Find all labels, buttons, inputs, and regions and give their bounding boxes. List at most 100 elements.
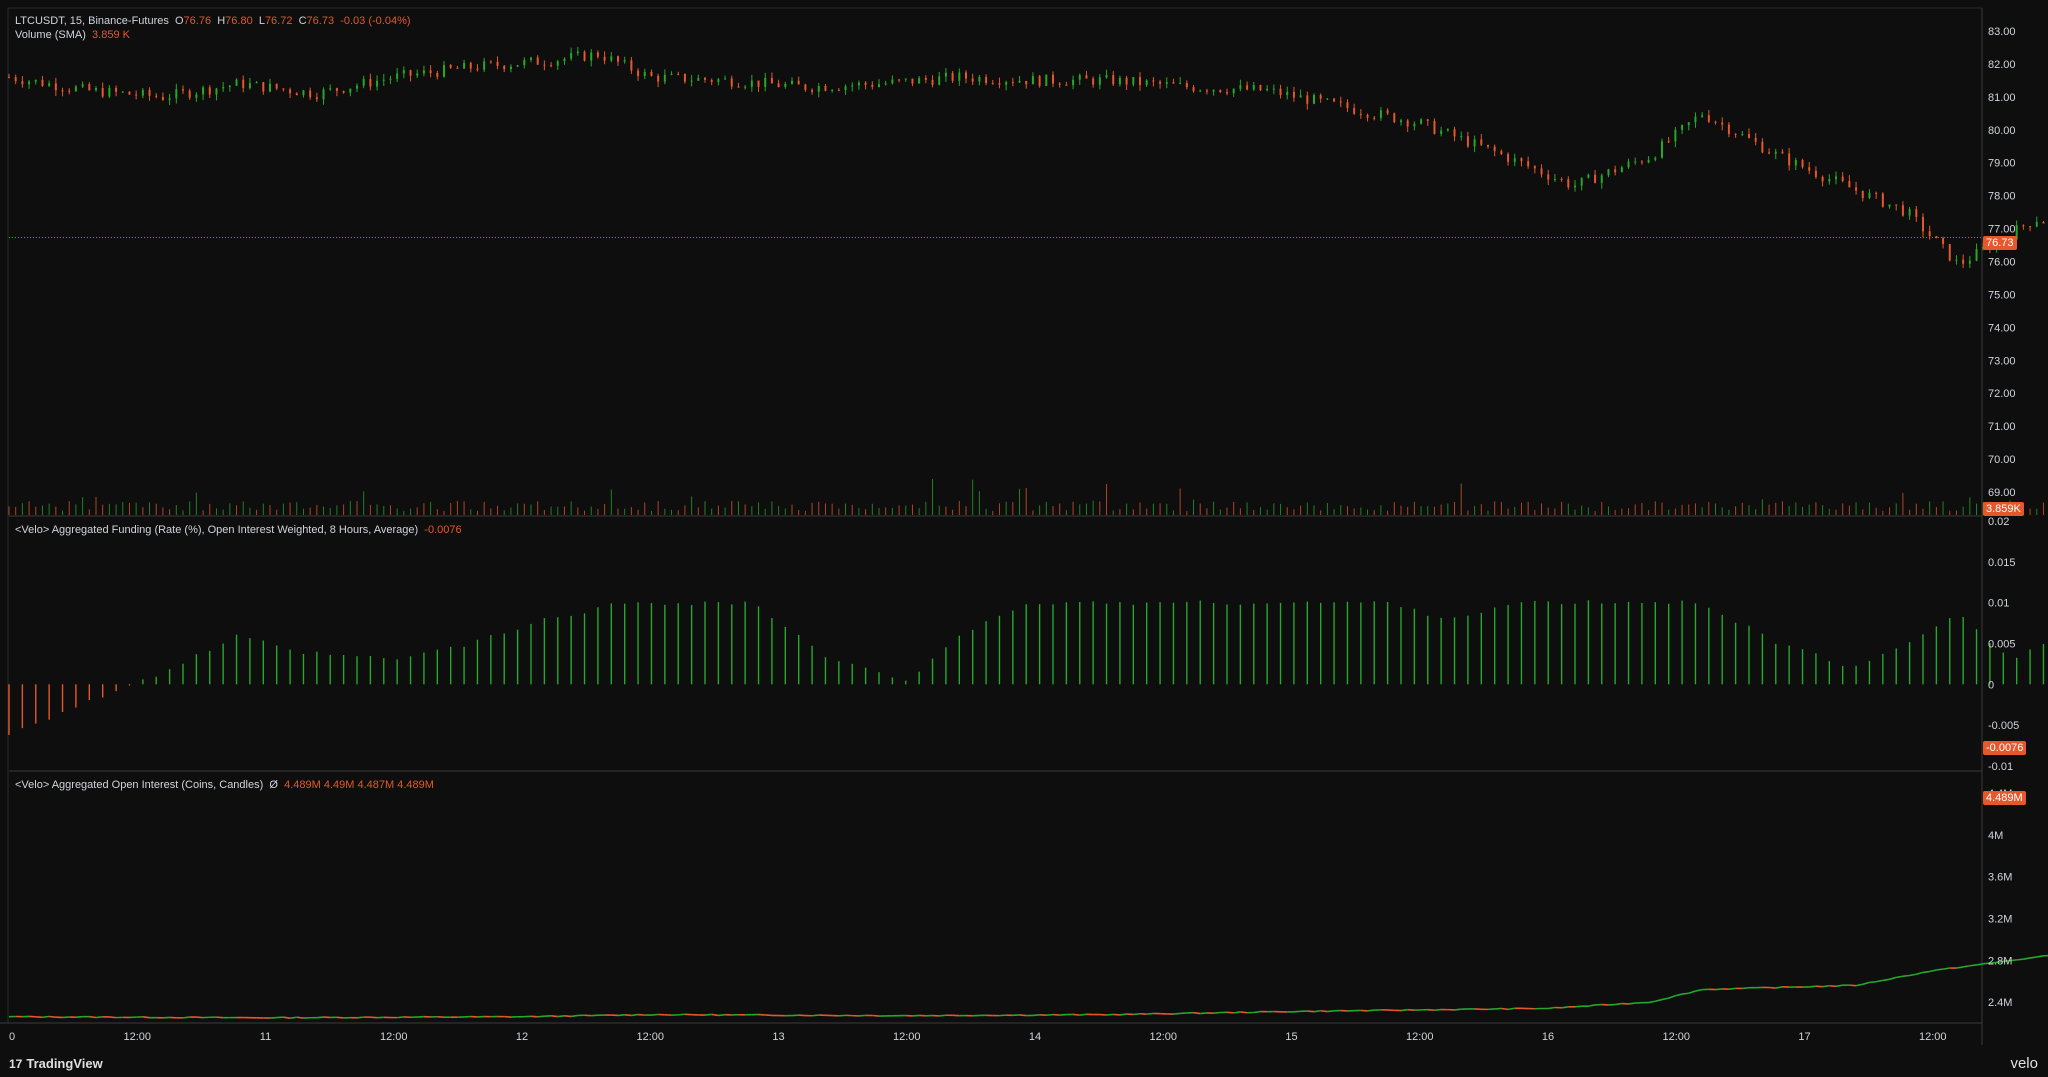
candle-body bbox=[148, 89, 151, 96]
volume-pane bbox=[8, 478, 2044, 515]
oi-segment bbox=[1822, 984, 1830, 988]
oi-tick-label: 4M bbox=[1988, 830, 2003, 842]
oi-segment bbox=[1775, 986, 1783, 989]
oi-segment bbox=[704, 1013, 712, 1016]
candle-body bbox=[1259, 85, 1262, 91]
candle-body bbox=[985, 77, 988, 84]
candle-body bbox=[1667, 141, 1670, 143]
candle-body bbox=[1761, 141, 1764, 153]
oi-segment bbox=[557, 1015, 565, 1018]
oi-segment bbox=[1233, 1011, 1241, 1014]
oi-segment bbox=[1400, 1008, 1408, 1012]
oi-segment bbox=[1507, 1007, 1515, 1011]
candle-body bbox=[1681, 125, 1684, 130]
candle-body bbox=[1393, 113, 1396, 123]
oi-segment bbox=[1855, 983, 1863, 987]
oi-segment bbox=[1936, 968, 1944, 971]
candle-body bbox=[1399, 120, 1402, 123]
oi-segment bbox=[1193, 1011, 1201, 1015]
candle-body bbox=[1875, 192, 1878, 194]
oi-segment bbox=[1829, 984, 1837, 988]
candle-body bbox=[108, 87, 111, 97]
candle-body bbox=[1640, 161, 1643, 163]
candle-body bbox=[978, 77, 981, 82]
candle-body bbox=[2029, 226, 2032, 228]
volume-label: Volume (SMA) bbox=[15, 29, 86, 41]
price-tick-label: 83.00 bbox=[1988, 26, 2016, 38]
oi-segment bbox=[1809, 985, 1817, 988]
candle-body bbox=[1480, 139, 1483, 145]
candle-body bbox=[1942, 238, 1945, 245]
candle-body bbox=[135, 94, 138, 96]
candle-body bbox=[1654, 157, 1657, 160]
change-value: -0.03 (-0.04%) bbox=[340, 15, 411, 27]
candle-body bbox=[416, 73, 419, 76]
candle-body bbox=[1527, 161, 1530, 167]
oi-segment bbox=[1367, 1009, 1375, 1012]
candle-body bbox=[335, 88, 338, 91]
close-value: 76.73 bbox=[306, 15, 335, 27]
candle-body bbox=[1232, 88, 1235, 94]
candle-body bbox=[355, 85, 358, 89]
candle-body bbox=[1727, 124, 1730, 135]
candle-body bbox=[1741, 134, 1744, 136]
candle-body bbox=[1306, 95, 1309, 104]
candle-body bbox=[1814, 170, 1817, 177]
funding-tick-label: 0.02 bbox=[1988, 516, 2009, 528]
candle-body bbox=[476, 68, 479, 70]
candle-body bbox=[811, 89, 814, 92]
candle-body bbox=[1346, 102, 1349, 109]
candle-body bbox=[1614, 169, 1617, 173]
candle-body bbox=[797, 80, 800, 85]
oi-segment bbox=[316, 1016, 324, 1019]
oi-segment bbox=[109, 1016, 117, 1019]
candle-body bbox=[831, 89, 834, 91]
oi-segment bbox=[1862, 981, 1870, 986]
candle-body bbox=[1359, 113, 1362, 115]
funding-tick-label: -0.01 bbox=[1988, 761, 2013, 773]
price-tick-label: 71.00 bbox=[1988, 421, 2016, 433]
candle-body bbox=[228, 85, 231, 88]
candle-body bbox=[121, 91, 124, 93]
candle-body bbox=[784, 83, 787, 88]
candle-body bbox=[48, 83, 51, 86]
candle-body bbox=[1159, 81, 1162, 84]
candle-body bbox=[289, 89, 292, 94]
oi-segment bbox=[1574, 1005, 1582, 1008]
time-tick-label: 17 bbox=[1798, 1031, 1810, 1043]
candle-body bbox=[101, 88, 104, 97]
oi-segment bbox=[1648, 1000, 1656, 1004]
candle-body bbox=[1493, 146, 1496, 152]
candle-body bbox=[295, 93, 298, 96]
candle-body bbox=[436, 73, 439, 77]
candle-body bbox=[28, 81, 31, 85]
candle-body bbox=[1834, 176, 1837, 180]
close-label: C bbox=[298, 15, 307, 27]
candle-body bbox=[683, 73, 686, 82]
oi-segment bbox=[49, 1015, 56, 1018]
oi-segment bbox=[95, 1016, 103, 1019]
candle-body bbox=[483, 61, 486, 70]
candle-body bbox=[376, 80, 379, 87]
oi-segment bbox=[624, 1014, 632, 1017]
candle-body bbox=[1092, 78, 1095, 85]
candle-body bbox=[1540, 168, 1543, 175]
candle-body bbox=[1460, 136, 1463, 138]
oi-segment bbox=[1681, 992, 1689, 995]
candle-body bbox=[422, 70, 425, 74]
candle-body bbox=[21, 81, 24, 85]
candle-body bbox=[402, 70, 405, 74]
candle-body bbox=[1072, 79, 1075, 86]
candle-body bbox=[81, 84, 84, 87]
oi-segment bbox=[1835, 984, 1843, 988]
open-value: 76.76 bbox=[183, 15, 212, 27]
candle-body bbox=[1266, 89, 1269, 91]
tradingview-logo[interactable]: 17 TradingView bbox=[9, 1056, 103, 1071]
oi-segment bbox=[2009, 959, 2017, 962]
candle-body bbox=[1888, 204, 1891, 207]
candle-body bbox=[1413, 123, 1416, 127]
time-tick-label: 12:00 bbox=[380, 1031, 408, 1043]
candle-body bbox=[563, 58, 566, 62]
